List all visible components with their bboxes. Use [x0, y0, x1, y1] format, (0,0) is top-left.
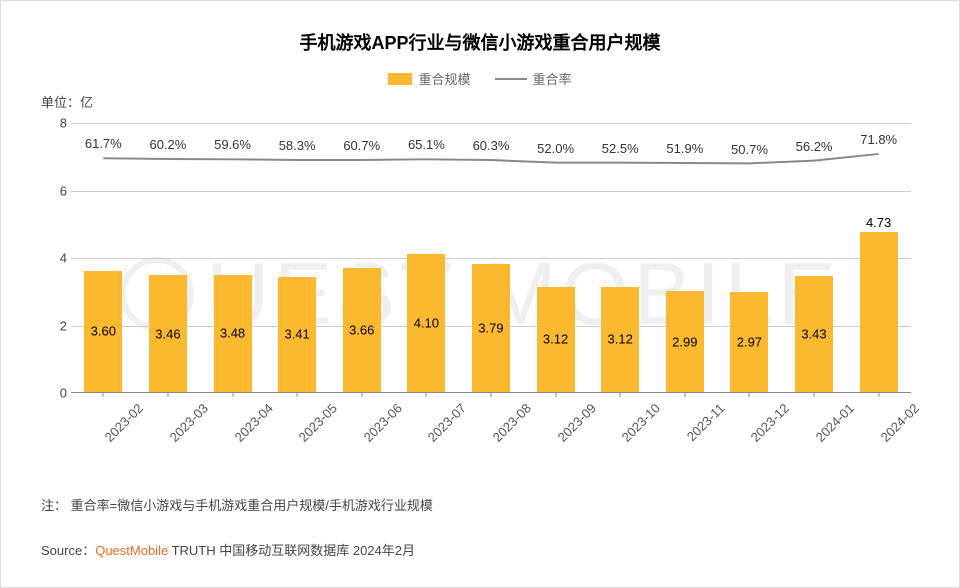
bar-value-label: 4.10 [407, 315, 445, 330]
line-pct-label: 60.7% [343, 138, 380, 153]
x-tick-label: 2023-10 [610, 392, 663, 445]
x-tick-label: 2023-07 [416, 392, 469, 445]
bar-slot: 3.48 [200, 123, 265, 392]
bar-slot: 2.97 [717, 123, 782, 392]
legend-line-item: 重合率 [495, 69, 572, 88]
source-brand: QuestMobile [95, 543, 168, 558]
bar-slot: 3.60 [71, 123, 136, 392]
bar-slot: 4.10 [394, 123, 459, 392]
x-tick-label: 2023-06 [352, 392, 405, 445]
bar-value-label: 3.12 [537, 332, 575, 347]
line-pct-label: 52.5% [602, 141, 639, 156]
line-pct-label: 59.6% [214, 137, 251, 152]
y-tick-label: 4 [43, 251, 67, 266]
x-tick-label: 2023-05 [287, 392, 340, 445]
x-tick-label: 2023-02 [93, 392, 146, 445]
unit-label: 单位：亿 [41, 92, 919, 111]
line-pct-label: 58.3% [279, 138, 316, 153]
plot-area: 024683.603.463.483.413.664.103.793.123.1… [71, 123, 911, 393]
bar-value-label: 3.60 [84, 324, 122, 339]
bar: 3.12 [601, 287, 639, 392]
source-line: Source：QuestMobile TRUTH 中国移动互联网数据库 2024… [41, 540, 919, 559]
bar-value-label: 3.46 [149, 326, 187, 341]
footnote: 注： 重合率=微信小游戏与手机游戏重合用户规模/手机游戏行业规模 [41, 495, 919, 514]
legend-bar-item: 重合规模 [388, 69, 470, 88]
bar: 2.99 [666, 291, 704, 392]
legend: 重合规模 重合率 [41, 69, 919, 88]
bar-value-label: 3.79 [472, 321, 510, 336]
bar-value-label: 3.48 [214, 326, 252, 341]
bar-value-label: 3.41 [278, 327, 316, 342]
legend-line-swatch [495, 78, 527, 80]
bar-slot: 3.79 [459, 123, 524, 392]
bar-value-label: 3.12 [601, 332, 639, 347]
bar-value-label: 4.73 [860, 215, 898, 232]
y-tick-label: 2 [43, 318, 67, 333]
bar-slot: 4.73 [846, 123, 911, 392]
x-tick-label: 2023-09 [546, 392, 599, 445]
legend-bar-label: 重合规模 [418, 69, 470, 88]
line-pct-label: 50.7% [731, 142, 768, 157]
bar: 3.41 [278, 277, 316, 392]
legend-bar-swatch [388, 73, 412, 85]
legend-line-label: 重合率 [533, 69, 572, 88]
bar-slot: 3.12 [523, 123, 588, 392]
bar-slot: 3.66 [329, 123, 394, 392]
y-tick-label: 8 [43, 116, 67, 131]
x-tick-label: 2023-12 [740, 392, 793, 445]
line-pct-label: 52.0% [537, 141, 574, 156]
y-tick-label: 0 [43, 386, 67, 401]
source-rest: TRUTH 中国移动互联网数据库 2024年2月 [168, 543, 415, 558]
bar-slot: 3.43 [782, 123, 847, 392]
bar: 3.12 [537, 287, 575, 392]
line-pct-label: 61.7% [85, 136, 122, 151]
chart-title: 手机游戏APP行业与微信小游戏重合用户规模 [41, 29, 919, 55]
bar: 3.79 [472, 264, 510, 392]
y-tick-label: 6 [43, 183, 67, 198]
line-pct-label: 60.3% [473, 138, 510, 153]
bar: 3.43 [795, 276, 833, 392]
bar-slot: 3.41 [265, 123, 330, 392]
x-tick-label: 2023-04 [223, 392, 276, 445]
x-tick-label: 2024-02 [869, 392, 922, 445]
bar-value-label: 3.43 [795, 327, 833, 342]
bar: 2.97 [730, 292, 768, 392]
line-pct-label: 71.8% [860, 132, 897, 147]
bar-value-label: 2.99 [666, 334, 704, 349]
bar-value-label: 2.97 [730, 334, 768, 349]
x-tick-label: 2023-03 [158, 392, 211, 445]
bar-value-label: 3.66 [343, 323, 381, 338]
x-tick-label: 2024-01 [804, 392, 857, 445]
bar: 3.66 [343, 268, 381, 392]
source-prefix: Source： [41, 543, 95, 558]
line-pct-label: 51.9% [666, 141, 703, 156]
line-pct-label: 56.2% [796, 139, 833, 154]
bar: 4.10 [407, 254, 445, 392]
line-pct-label: 60.2% [149, 137, 186, 152]
line-pct-label: 65.1% [408, 137, 445, 152]
chart-container: UEST MOBILE 手机游戏APP行业与微信小游戏重合用户规模 重合规模 重… [0, 0, 960, 588]
bar: 3.48 [214, 275, 252, 392]
bar: 4.73 [860, 232, 898, 392]
bar-slot: 2.99 [652, 123, 717, 392]
bar-slot: 3.46 [136, 123, 201, 392]
bar: 3.60 [84, 271, 122, 393]
x-tick-label: 2023-11 [675, 392, 727, 444]
bar: 3.46 [149, 275, 187, 392]
chart-area: 0 2 4 6 8 3.60 3.46 3.48 3.41 3.66 4.10 3.79 3.12 3.1… [41, 113, 921, 443]
bar-slot: 3.12 [588, 123, 653, 392]
x-tick-label: 2023-08 [481, 392, 534, 445]
